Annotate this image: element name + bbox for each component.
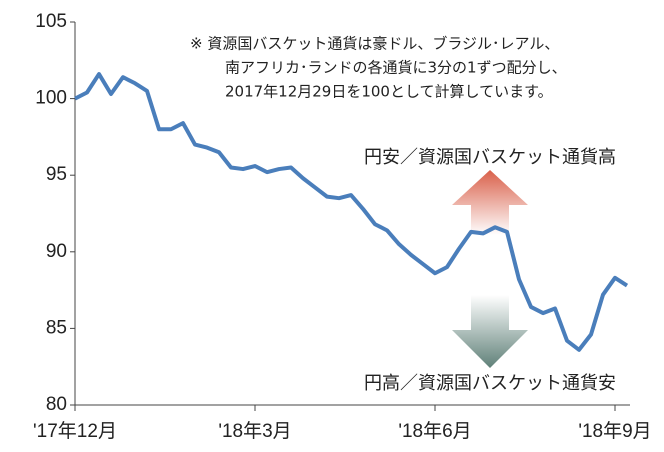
note: 南アフリカ･ランドの各通貨に3分の1ずつ配分し、 <box>225 59 567 77</box>
arrow-label: 円安／資源国バスケット通貨高 <box>364 147 616 168</box>
note: 2017年12月29日を100として計算しています。 <box>225 83 553 101</box>
x-tick-label: '18年3月 <box>218 420 291 442</box>
up-arrow <box>452 170 528 235</box>
y-tick-label: 85 <box>46 317 67 338</box>
y-tick-label: 100 <box>35 88 67 109</box>
x-tick-label: '17年12月 <box>33 420 117 442</box>
arrow-label: 円高／資源国バスケット通貨安 <box>364 373 616 394</box>
x-tick-label: '18年6月 <box>398 420 471 442</box>
y-tick-label: 95 <box>46 164 67 185</box>
line <box>74 72 629 352</box>
note: ※ 資源国バスケット通貨は豪ドル、ブラジル･レアル、 <box>190 35 559 53</box>
down-arrow <box>452 295 528 368</box>
x-tick-label: '18年9月 <box>578 420 651 442</box>
y-tick-label: 80 <box>46 394 67 415</box>
y-tick-label: 90 <box>46 241 67 262</box>
y-tick-label: 105 <box>35 11 67 32</box>
